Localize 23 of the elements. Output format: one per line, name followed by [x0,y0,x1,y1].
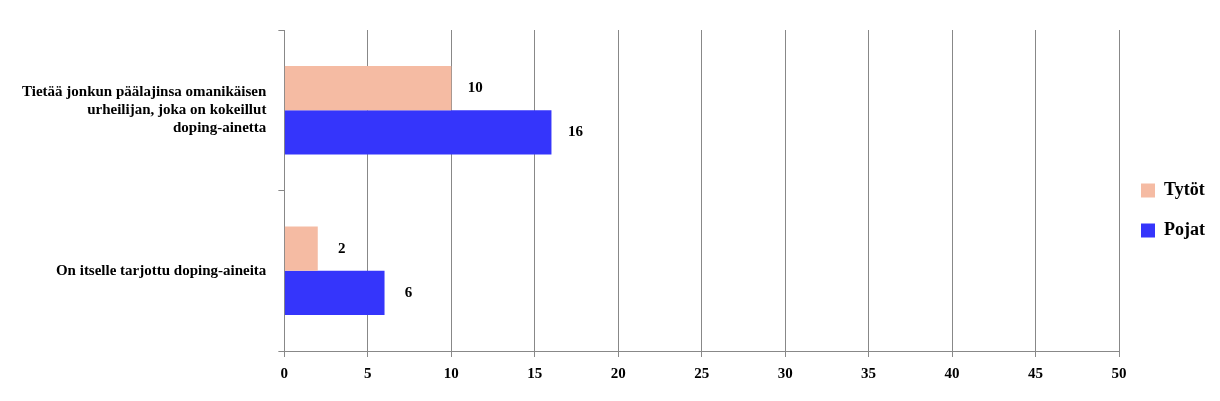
data-label: 10 [467,79,483,96]
x-tick-label: 40 [944,364,960,381]
data-label: 2 [338,239,346,256]
bar [284,110,552,155]
x-tick-label: 30 [777,364,793,381]
bar [284,226,318,271]
y-tick-label: Tietää jonkun päälajinsa omanikäisen urheilijan, joka on kokeillut doping-ainetta [22,83,268,136]
bar [284,66,452,111]
legend-label: Pojat [1164,219,1206,240]
x-tick-label: 50 [1111,364,1127,381]
x-tick-label: 25 [694,364,710,381]
x-tick-label: 15 [527,364,543,381]
data-label: 16 [567,123,584,140]
y-tick-label: On itselle tarjottu doping-aineita [55,261,267,278]
x-tick-label: 10 [443,364,459,381]
data-label: 6 [404,283,413,300]
x-tick-label: 20 [610,364,626,381]
x-tick-label: 5 [364,364,372,381]
bar [284,270,385,315]
x-tick-label: 45 [1028,364,1044,381]
legend-label: Tytöt [1164,179,1205,200]
x-tick-label: 0 [280,364,289,381]
x-tick-label: 35 [861,364,877,381]
